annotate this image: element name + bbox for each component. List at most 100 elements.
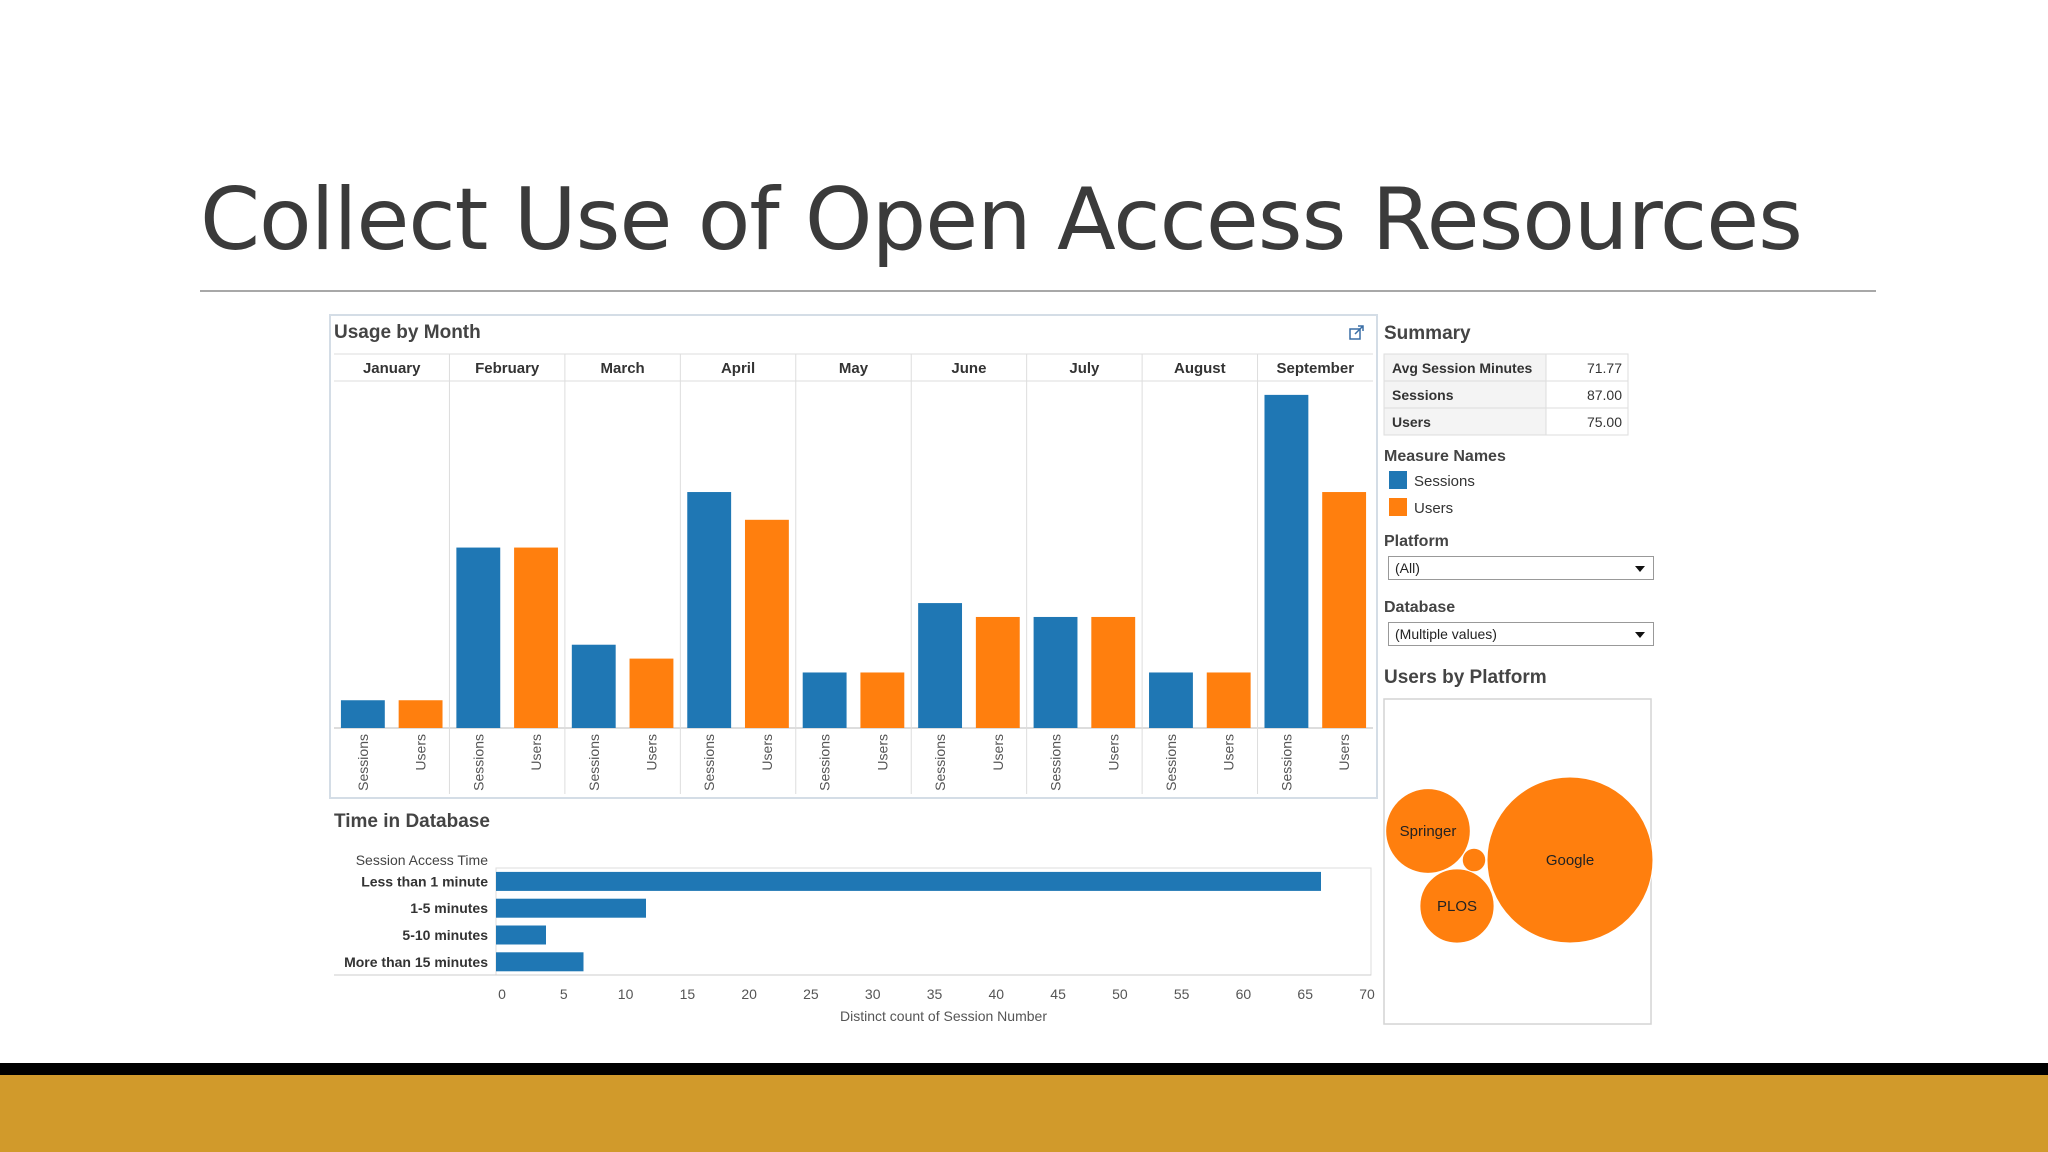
legend: Sessions Users	[1389, 471, 1475, 517]
session-time-bar	[496, 898, 646, 918]
summary-label: Sessions	[1392, 387, 1454, 403]
users-bar	[514, 547, 558, 728]
x-tick-label: 15	[680, 986, 696, 1002]
category-label: 5-10 minutes	[402, 927, 488, 943]
month-label: January	[363, 360, 421, 377]
users-bar	[1091, 616, 1136, 728]
sessions-bar	[456, 547, 501, 728]
x-tick-label: 70	[1359, 986, 1375, 1002]
x-tick-label: 20	[741, 986, 757, 1002]
measure-tick-label: Users	[874, 734, 890, 771]
measure-tick-label: Sessions	[701, 734, 717, 791]
usage-by-month-chart: January Sessions Users February Sessions User…	[334, 353, 1373, 794]
database-dropdown-value: (Multiple values)	[1395, 626, 1497, 642]
measure-tick-label: Users	[413, 734, 429, 771]
measure-tick-label: Sessions	[1278, 734, 1294, 791]
footer-dark-band	[0, 1063, 2048, 1075]
platform-dropdown-value: (All)	[1395, 560, 1420, 576]
sessions-bar	[571, 644, 616, 728]
legend-label: Users	[1414, 500, 1453, 517]
summary-label-cell	[1383, 407, 1547, 436]
users-bar	[629, 658, 674, 728]
month-label: August	[1174, 360, 1226, 377]
summary-label-cell	[1383, 380, 1547, 409]
users-bar	[1206, 672, 1251, 728]
sessions-bar	[1033, 616, 1078, 728]
database-dropdown[interactable]: (Multiple values)	[1388, 622, 1654, 646]
external-link-icon[interactable]	[1349, 325, 1364, 340]
footer-gold-band	[0, 1075, 2048, 1152]
platform-bubble	[1419, 868, 1495, 944]
measure-tick-label: Sessions	[1048, 734, 1064, 791]
chevron-down-icon	[1635, 566, 1645, 572]
x-tick-label: 45	[1050, 986, 1066, 1002]
measure-tick-label: Sessions	[817, 734, 833, 791]
database-filter-label: Database	[1384, 599, 1455, 616]
sessions-bar	[1264, 394, 1309, 728]
users-by-platform-title: Users by Platform	[1384, 667, 1547, 688]
measure-tick-label: Sessions	[470, 734, 486, 791]
session-time-bar	[496, 925, 546, 945]
x-tick-label: 50	[1112, 986, 1128, 1002]
sessions-bar	[340, 700, 385, 728]
summary-title: Summary	[1384, 323, 1471, 344]
month-label: June	[951, 360, 986, 377]
session-time-bar	[496, 871, 1321, 891]
summary-value-cell	[1545, 407, 1629, 436]
platform-bubble-label: Google	[1546, 852, 1594, 869]
summary-label: Avg Session Minutes	[1392, 360, 1533, 376]
platform-bubble-label: PLOS	[1437, 898, 1477, 915]
month-label: July	[1069, 360, 1100, 377]
time-chart-title: Time in Database	[334, 811, 490, 832]
measure-tick-label: Users	[1336, 734, 1352, 771]
x-axis-label: Distinct count of Session Number	[840, 1008, 1047, 1024]
summary-value: 75.00	[1587, 414, 1622, 430]
month-label: March	[601, 360, 645, 377]
usage-panel-border	[329, 314, 1378, 799]
measure-tick-label: Sessions	[1163, 734, 1179, 791]
users-bar	[398, 700, 443, 728]
month-label: September	[1277, 360, 1355, 377]
usage-chart-title: Usage by Month	[334, 322, 481, 343]
x-tick-label: 35	[927, 986, 943, 1002]
legend-swatch	[1389, 471, 1407, 489]
users-by-platform-chart: Google Springer PLOS	[1385, 776, 1654, 944]
category-header: Session Access Time	[356, 852, 488, 868]
measure-tick-label: Users	[759, 734, 775, 771]
measure-names-title: Measure Names	[1384, 448, 1506, 465]
users-bar	[975, 616, 1020, 728]
measure-tick-label: Sessions	[355, 734, 371, 791]
slide-title: Collect Use of Open Access Resources	[200, 170, 1803, 270]
summary-value: 71.77	[1587, 360, 1622, 376]
platform-bubble	[1486, 776, 1654, 944]
time-in-database-chart: Session Access Time Less than 1 minute 1-5…	[334, 852, 1375, 1024]
measure-tick-label: Users	[643, 734, 659, 771]
summary-table: Avg Session Minutes 71.77 Sessions 87.00 Use…	[1383, 353, 1629, 436]
month-label: April	[721, 360, 755, 377]
x-tick-label: 60	[1236, 986, 1252, 1002]
x-tick-label: 25	[803, 986, 819, 1002]
measure-tick-label: Users	[1221, 734, 1237, 771]
sessions-bar	[802, 672, 847, 728]
platform-bubble	[1385, 788, 1471, 874]
legend-swatch	[1389, 498, 1407, 516]
x-tick-label: 10	[618, 986, 634, 1002]
platform-bubble-label: Springer	[1400, 823, 1457, 840]
summary-value-cell	[1545, 353, 1629, 382]
legend-label: Sessions	[1414, 473, 1475, 490]
x-tick-label: 30	[865, 986, 881, 1002]
chevron-down-icon	[1635, 632, 1645, 638]
platform-dropdown[interactable]: (All)	[1388, 556, 1654, 580]
summary-value: 87.00	[1587, 387, 1622, 403]
category-label: More than 15 minutes	[344, 954, 488, 970]
sessions-bar	[918, 603, 963, 728]
platform-filter-label: Platform	[1384, 533, 1449, 550]
measure-tick-label: Users	[528, 734, 544, 771]
sessions-bar	[687, 492, 732, 728]
session-time-bar	[496, 952, 584, 972]
measure-tick-label: Sessions	[932, 734, 948, 791]
users-bar	[1322, 492, 1367, 728]
users-bar	[860, 672, 905, 728]
summary-label: Users	[1392, 414, 1431, 430]
x-tick-label: 0	[498, 986, 506, 1002]
